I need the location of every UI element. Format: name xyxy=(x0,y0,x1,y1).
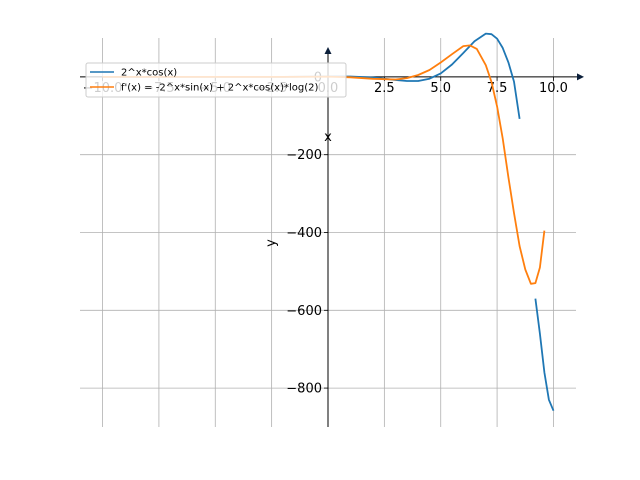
x-tick-label: 2.5 xyxy=(374,81,395,96)
legend-label-series-2: f'(x) = -2^x*sin(x) + 2^x*cos(x)*log(2) xyxy=(121,83,318,94)
x-axis-arrowhead xyxy=(577,73,584,81)
x-axis-label: x xyxy=(324,130,332,145)
y-tick-label: −200 xyxy=(286,148,322,163)
y-axis-arrowhead xyxy=(324,47,332,54)
x-tick-label: 5.0 xyxy=(430,81,451,96)
ticks: −10.0−7.5−5.0−2.50.02.55.07.510.00−200−4… xyxy=(83,70,568,396)
legend-frame xyxy=(85,62,347,98)
legend: 2^x*cos(x) f'(x) = -2^x*sin(x) + 2^x*cos… xyxy=(85,62,347,98)
y-axis-label: y xyxy=(264,239,279,247)
x-tick-label: 10.0 xyxy=(539,81,568,96)
y-tick-label: −800 xyxy=(286,382,322,397)
legend-label-series-1: 2^x*cos(x) xyxy=(121,68,177,79)
y-tick-label: −600 xyxy=(286,304,322,319)
x-tick-label: 7.5 xyxy=(487,81,508,96)
y-tick-label: −400 xyxy=(286,226,322,241)
series-line-1 xyxy=(534,298,555,412)
axes xyxy=(80,47,584,427)
